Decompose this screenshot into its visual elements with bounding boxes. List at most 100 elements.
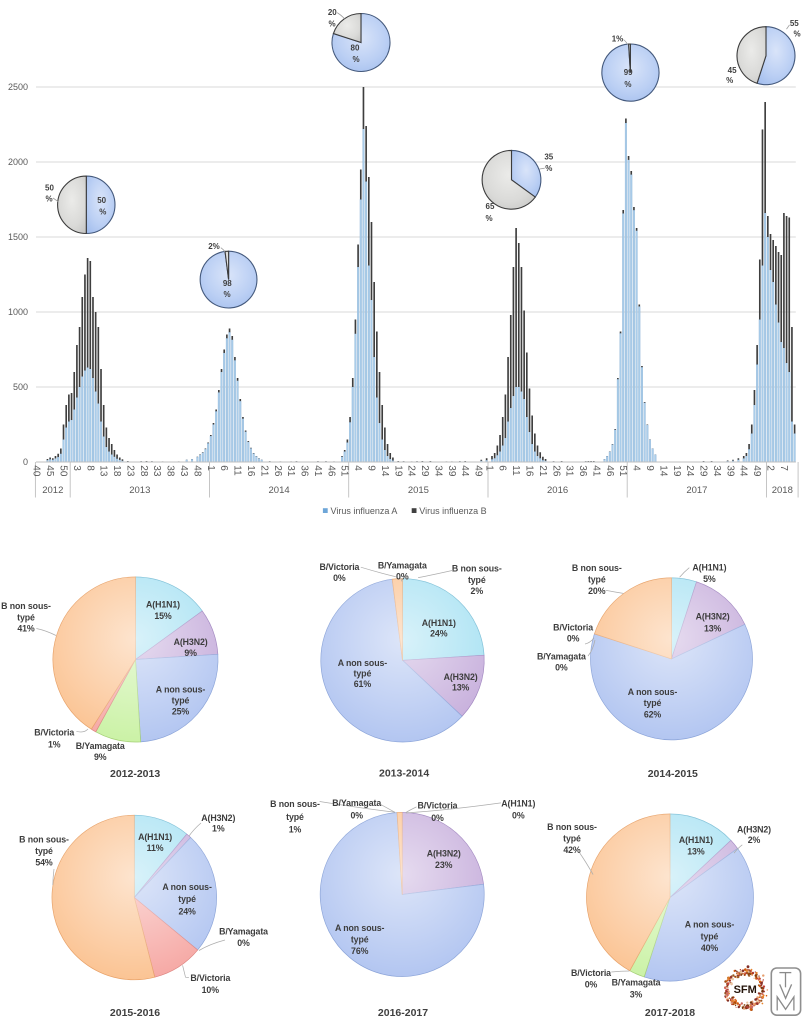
svg-text:Virus influenza A: Virus influenza A — [331, 506, 398, 516]
svg-text:54%: 54% — [35, 858, 53, 868]
svg-text:1%: 1% — [289, 824, 302, 834]
svg-text:8: 8 — [84, 465, 95, 471]
svg-text:24: 24 — [684, 465, 695, 477]
svg-text:24%: 24% — [430, 629, 448, 639]
svg-text:9: 9 — [644, 465, 655, 471]
svg-text:A non sous-: A non sous- — [156, 685, 206, 695]
svg-text:B/Yamagata: B/Yamagata — [537, 651, 586, 661]
svg-text:50: 50 — [58, 465, 69, 477]
svg-text:31: 31 — [285, 465, 296, 477]
svg-text:1: 1 — [483, 465, 494, 471]
svg-text:38: 38 — [165, 465, 176, 477]
svg-text:1%: 1% — [212, 823, 225, 833]
svg-text:A(H3N2): A(H3N2) — [696, 612, 730, 622]
svg-text:0%: 0% — [350, 811, 363, 821]
svg-text:21: 21 — [258, 465, 269, 477]
svg-text:B non sous-: B non sous- — [547, 822, 597, 832]
svg-text:%: % — [223, 290, 230, 299]
svg-text:45: 45 — [44, 465, 55, 477]
svg-text:2017: 2017 — [686, 485, 707, 496]
svg-text:20%: 20% — [588, 586, 606, 596]
svg-text:13%: 13% — [452, 683, 470, 693]
svg-text:31: 31 — [564, 465, 575, 477]
svg-text:61%: 61% — [354, 679, 372, 689]
svg-text:2016-2017: 2016-2017 — [378, 1007, 428, 1019]
svg-text:40: 40 — [31, 465, 42, 477]
svg-text:A non sous-: A non sous- — [338, 658, 388, 668]
svg-text:typé: typé — [351, 935, 369, 945]
svg-text:1000: 1000 — [8, 307, 28, 317]
svg-text:50: 50 — [45, 184, 54, 193]
svg-text:typé: typé — [563, 834, 581, 844]
svg-text:B/Victoria: B/Victoria — [418, 801, 458, 811]
svg-text:20: 20 — [328, 8, 337, 17]
svg-text:9%: 9% — [184, 648, 197, 658]
svg-text:%: % — [726, 76, 733, 85]
svg-text:19: 19 — [671, 465, 682, 477]
svg-text:A(H3N2): A(H3N2) — [737, 825, 771, 835]
svg-text:3: 3 — [71, 465, 82, 471]
svg-text:0%: 0% — [396, 572, 409, 582]
svg-text:1500: 1500 — [8, 232, 28, 242]
svg-text:typé: typé — [701, 931, 719, 941]
svg-text:25%: 25% — [172, 707, 190, 717]
svg-text:26: 26 — [272, 465, 283, 477]
svg-text:4: 4 — [631, 465, 642, 471]
svg-text:%: % — [352, 55, 359, 64]
svg-text:typé: typé — [354, 669, 372, 679]
svg-text:99: 99 — [624, 68, 633, 77]
svg-text:2%: 2% — [208, 242, 220, 251]
svg-text:48: 48 — [191, 465, 202, 477]
svg-text:42%: 42% — [563, 845, 581, 855]
svg-text:3%: 3% — [630, 989, 643, 999]
svg-text:%: % — [99, 208, 106, 217]
svg-text:14: 14 — [379, 465, 390, 477]
svg-text:A non sous-: A non sous- — [628, 687, 678, 697]
svg-text:24%: 24% — [178, 906, 196, 916]
svg-text:typé: typé — [644, 698, 662, 708]
svg-text:1%: 1% — [612, 35, 624, 44]
svg-text:B/Victoria: B/Victoria — [190, 973, 230, 983]
svg-text:B/Yamagata: B/Yamagata — [219, 927, 268, 937]
svg-text:7: 7 — [778, 465, 789, 471]
svg-text:13%: 13% — [704, 623, 722, 633]
svg-text:44: 44 — [738, 465, 749, 477]
svg-text:15%: 15% — [154, 611, 172, 621]
svg-text:2%: 2% — [748, 835, 761, 845]
svg-text:B/Victoria: B/Victoria — [319, 562, 359, 572]
svg-text:typé: typé — [17, 612, 35, 622]
svg-text:%: % — [485, 214, 492, 223]
svg-text:36: 36 — [299, 465, 310, 477]
svg-text:0%: 0% — [585, 979, 598, 989]
svg-text:0%: 0% — [555, 663, 568, 673]
svg-text:26: 26 — [550, 465, 561, 477]
svg-text:typé: typé — [178, 894, 196, 904]
svg-text:16: 16 — [524, 465, 535, 477]
svg-text:34: 34 — [432, 465, 443, 477]
svg-text:typé: typé — [588, 575, 606, 585]
svg-text:0%: 0% — [333, 573, 346, 583]
svg-text:2013: 2013 — [129, 485, 150, 496]
svg-text:51: 51 — [339, 465, 350, 477]
svg-text:65: 65 — [486, 202, 495, 211]
svg-text:A(H3N2): A(H3N2) — [444, 672, 478, 682]
svg-text:16: 16 — [245, 465, 256, 477]
svg-text:9: 9 — [366, 465, 377, 471]
svg-text:2012: 2012 — [42, 485, 63, 496]
svg-text:A(H3N2): A(H3N2) — [201, 813, 235, 823]
svg-text:49: 49 — [473, 465, 484, 477]
svg-text:13%: 13% — [687, 847, 705, 857]
svg-text:Virus influenza B: Virus influenza B — [419, 506, 486, 516]
svg-text:19: 19 — [392, 465, 403, 477]
svg-text:2014: 2014 — [269, 485, 290, 496]
svg-text:A non sous-: A non sous- — [162, 882, 212, 892]
svg-text:39: 39 — [446, 465, 457, 477]
svg-text:500: 500 — [13, 382, 28, 392]
svg-text:41: 41 — [590, 465, 601, 477]
svg-text:B non sous-: B non sous- — [1, 601, 51, 611]
svg-text:%: % — [624, 80, 631, 89]
svg-text:10%: 10% — [202, 985, 220, 995]
svg-text:typé: typé — [35, 846, 53, 856]
svg-text:B/Yamagata: B/Yamagata — [76, 741, 125, 751]
svg-text:41%: 41% — [17, 624, 35, 634]
